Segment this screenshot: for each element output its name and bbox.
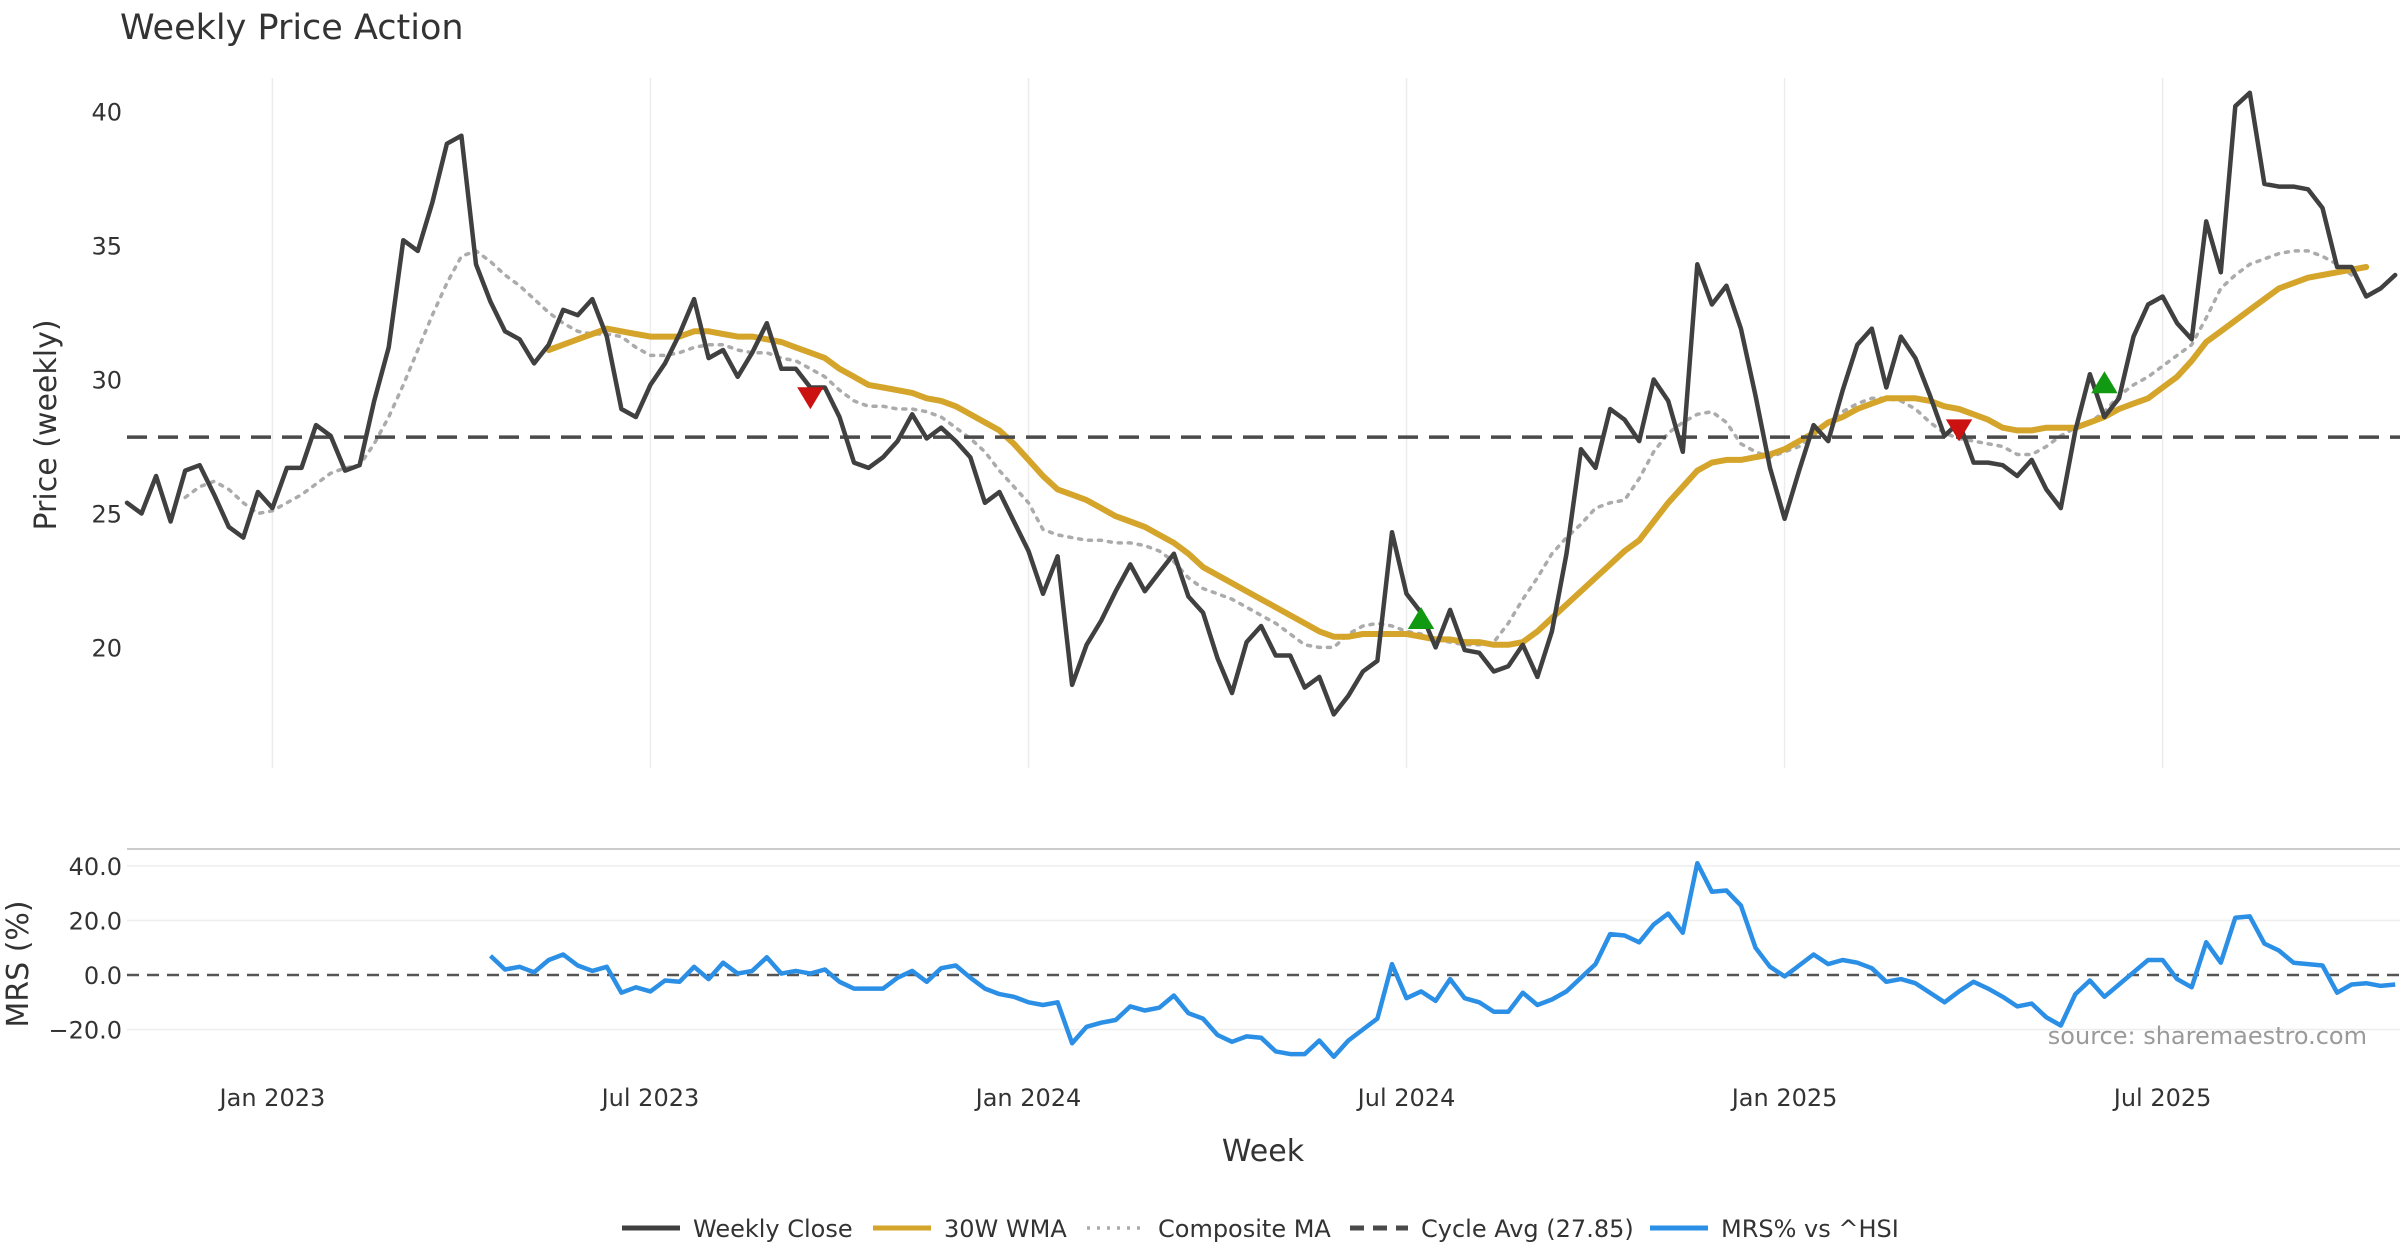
price-y-tick-40: 40 [91,99,122,127]
x-tick-1: Jul 2023 [600,1084,700,1112]
price-y-tick-20: 20 [91,634,122,662]
x-axis-label: Week [1222,1134,1305,1169]
series-mrs [488,860,2396,1060]
mrs-y-tick-2: 20.0 [69,907,122,935]
legend-label-4: MRS% vs ^HSI [1721,1215,1899,1243]
series-composite-ma [183,249,2354,650]
chart-title: Weekly Price Action [120,8,464,48]
legend-label-3: Cycle Avg (27.85) [1421,1215,1634,1243]
series-30w-wma [545,264,2370,648]
legend: Weekly Close 30W WMA Composite MA Cycle Avg… [622,1215,1899,1243]
price-y-axis-label: Price (weekly) [29,319,64,530]
x-tick-3: Jul 2024 [1356,1084,1456,1112]
x-tick-0: Jan 2023 [218,1084,326,1112]
legend-label-1: 30W WMA [944,1215,1067,1243]
mrs-y-tick-labels: −20.0 0.0 20.0 40.0 [48,853,122,1045]
price-panel: 20 25 30 35 40 Price (weekly) [29,78,2400,768]
legend-label-2: Composite MA [1158,1215,1331,1243]
marker-buy-3 [2091,371,2118,394]
mrs-y-tick-3: 40.0 [69,853,122,881]
marker-buy-1 [1407,606,1435,629]
x-tick-labels: Jan 2023 Jul 2023 Jan 2024 Jul 2024 Jan 2025… [218,1084,2212,1112]
mrs-y-tick-0: −20.0 [48,1017,122,1045]
x-tick-4: Jan 2025 [1730,1084,1838,1112]
legend-label-0: Weekly Close [693,1215,853,1243]
price-y-tick-35: 35 [91,233,122,261]
price-series-group [124,90,2400,717]
x-tick-5: Jul 2025 [2112,1084,2212,1112]
signal-markers [797,371,2118,629]
marker-sell-2 [1945,419,1973,442]
mrs-y-tick-1: 0.0 [84,962,122,990]
mrs-y-axis-label: MRS (%) [1,900,36,1027]
marker-sell-0 [797,387,824,410]
x-tick-2: Jan 2024 [974,1084,1082,1112]
mrs-grid [127,865,2400,1031]
mrs-panel: −20.0 0.0 20.0 40.0 MRS (%) source: sharema… [1,848,2400,1060]
price-grid [271,78,2164,768]
source-attribution: source: sharemaestro.com [2048,1022,2367,1050]
price-y-tick-labels: 20 25 30 35 40 [91,99,122,663]
series-weekly-close [124,90,2398,717]
mrs-series-group [127,860,2400,1060]
price-y-tick-30: 30 [91,367,122,395]
price-y-tick-25: 25 [91,500,122,528]
